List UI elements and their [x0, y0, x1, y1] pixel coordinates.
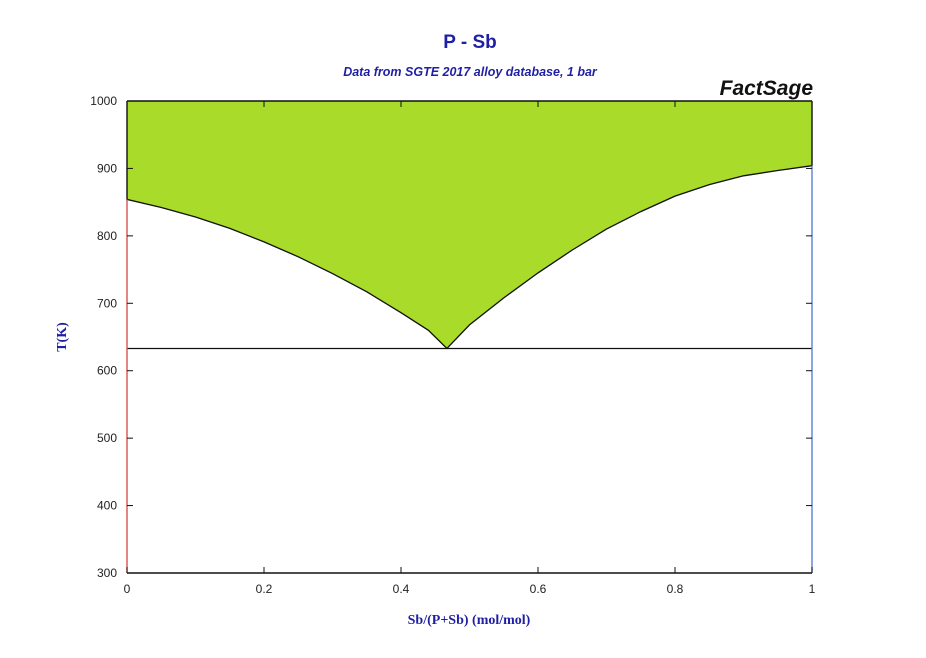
- liquidus-curve: [126, 165, 813, 350]
- x-tick-label-0: 0: [124, 582, 131, 596]
- x-axis-label: Sb/(P+Sb) (mol/mol): [408, 613, 531, 628]
- y-tick-label-1: 400: [97, 499, 117, 513]
- axis-ticks: 0 0.2 0.4 0.6 0.8 1 300 400 500 600 700 800 900 1000: [90, 94, 815, 596]
- chart-title: P - Sb: [443, 32, 497, 53]
- y-axis-label: T(K): [55, 322, 70, 352]
- y-tick-label-2: 500: [97, 431, 117, 445]
- y-tick-label-0: 300: [97, 566, 117, 580]
- x-tick-label-5: 1: [809, 582, 816, 596]
- brand-label: FactSage: [720, 77, 814, 100]
- chart-subtitle: Data from SGTE 2017 alloy database, 1 ba…: [343, 65, 598, 79]
- y-tick-label-5: 800: [97, 229, 117, 243]
- y-tick-label-7: 1000: [90, 94, 117, 108]
- y-tick-label-4: 700: [97, 296, 117, 310]
- y-tick-label-3: 600: [97, 364, 117, 378]
- x-tick-label-3: 0.6: [530, 582, 547, 596]
- x-tick-label-4: 0.8: [667, 582, 684, 596]
- x-tick-label-1: 0.2: [256, 582, 273, 596]
- x-tick-label-2: 0.4: [393, 582, 410, 596]
- y-tick-label-6: 900: [97, 161, 117, 175]
- liquid-region: [127, 101, 812, 349]
